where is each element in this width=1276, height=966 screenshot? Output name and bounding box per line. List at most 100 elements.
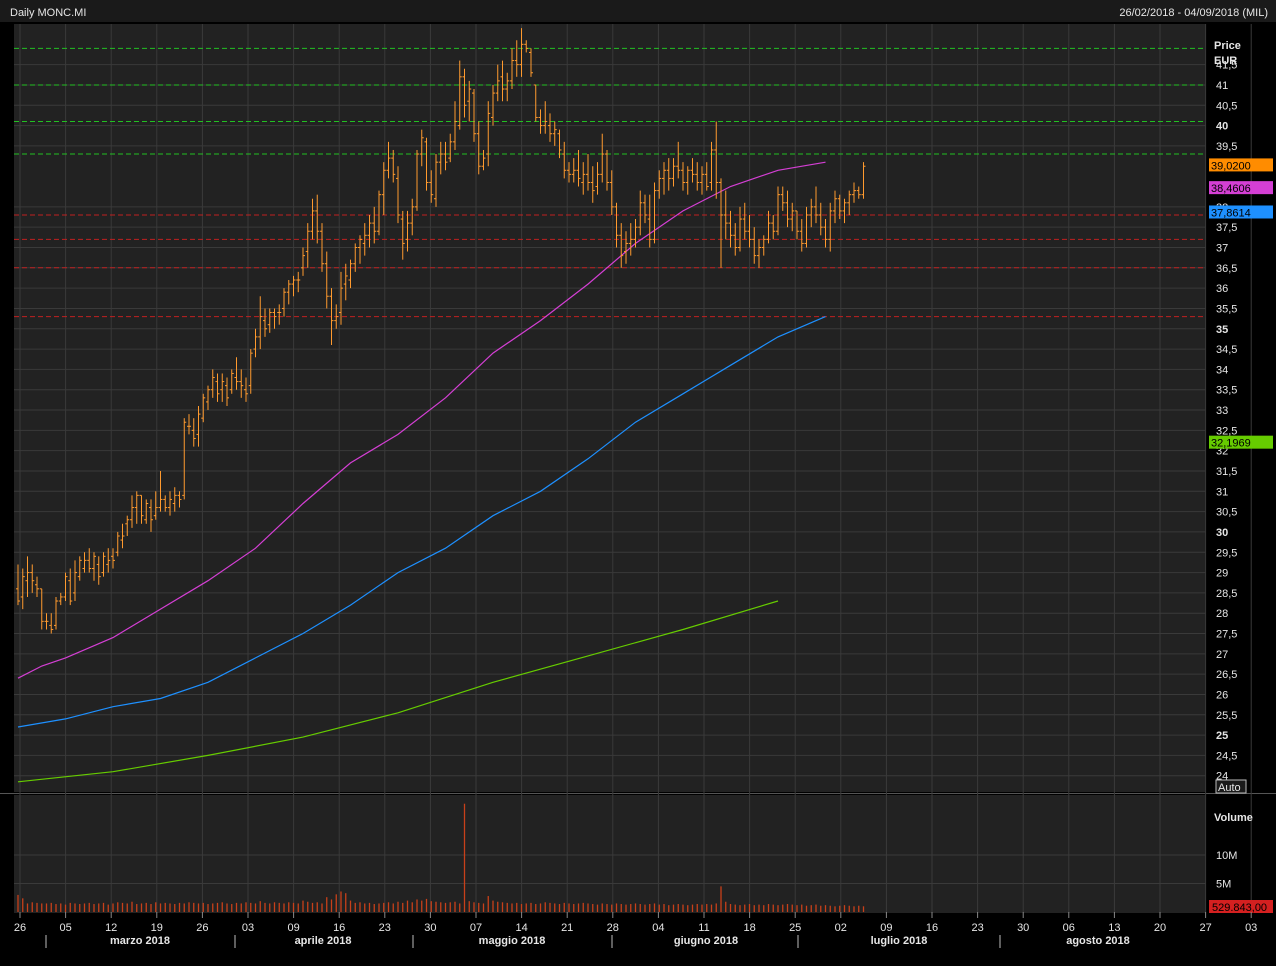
price-bar[interactable] (400, 210, 405, 260)
price-bar[interactable] (510, 48, 514, 90)
price-bar[interactable] (372, 206, 377, 244)
price-bar[interactable] (434, 154, 438, 207)
price-bar[interactable] (595, 162, 600, 195)
price-bar[interactable] (386, 141, 391, 179)
price-panel[interactable] (14, 24, 1206, 792)
price-bar[interactable] (600, 133, 605, 183)
price-bar[interactable] (253, 328, 258, 358)
price-bar[interactable] (481, 149, 486, 171)
price-bar[interactable] (115, 531, 120, 557)
price-bar[interactable] (315, 194, 320, 244)
price-bar[interactable] (571, 158, 576, 183)
price-bar[interactable] (358, 235, 362, 264)
price-bar[interactable] (785, 190, 790, 228)
price-bar[interactable] (538, 109, 543, 134)
price-bar[interactable] (419, 129, 424, 167)
price-bar[interactable] (206, 385, 210, 411)
price-bar[interactable] (495, 64, 500, 102)
price-bar[interactable] (310, 198, 315, 240)
price-bar[interactable] (234, 357, 239, 390)
price-bar[interactable] (73, 560, 77, 602)
price-bar[interactable] (833, 190, 837, 224)
price-bar[interactable] (529, 48, 533, 77)
price-bar[interactable] (738, 206, 742, 252)
price-bar[interactable] (723, 190, 728, 240)
price-bar[interactable] (163, 495, 168, 512)
price-bar[interactable] (605, 149, 609, 191)
price-bar[interactable] (201, 393, 206, 423)
price-bar[interactable] (391, 149, 396, 183)
price-bar[interactable] (776, 186, 780, 236)
price-bar[interactable] (795, 210, 799, 240)
price-bar[interactable] (557, 129, 562, 159)
price-bar[interactable] (728, 210, 733, 248)
price-bar[interactable] (324, 251, 329, 309)
price-bar[interactable] (63, 572, 68, 602)
price-bar[interactable] (429, 170, 434, 203)
ma-short-line[interactable] (17, 161, 826, 679)
price-bar[interactable] (657, 170, 662, 199)
price-bar[interactable] (638, 190, 643, 236)
price-bar[interactable] (628, 223, 633, 256)
price-bar[interactable] (533, 84, 538, 122)
price-bar[interactable] (747, 214, 752, 248)
price-bar[interactable] (647, 194, 652, 248)
price-bar[interactable] (671, 158, 676, 187)
price-bar[interactable] (225, 377, 229, 406)
price-bar[interactable] (381, 162, 386, 215)
price-bar[interactable] (329, 288, 334, 346)
price-bar[interactable] (847, 190, 852, 215)
price-bar[interactable] (244, 377, 248, 402)
price-bar[interactable] (182, 418, 187, 500)
price-bar[interactable] (861, 162, 866, 199)
price-bar[interactable] (305, 223, 310, 268)
price-bar[interactable] (172, 487, 177, 512)
price-bar[interactable] (799, 219, 804, 252)
price-bar[interactable] (438, 141, 443, 175)
price-bar[interactable] (111, 548, 115, 569)
price-bar[interactable] (804, 206, 809, 248)
price-bar[interactable] (291, 275, 296, 297)
price-bar[interactable] (229, 369, 234, 394)
price-bar[interactable] (248, 349, 253, 394)
price-bar[interactable] (92, 552, 96, 581)
price-bar[interactable] (457, 60, 462, 130)
price-bar[interactable] (704, 162, 709, 191)
price-bar[interactable] (77, 556, 82, 581)
price-bar[interactable] (576, 149, 581, 187)
price-bar[interactable] (652, 182, 657, 244)
price-bar[interactable] (562, 141, 567, 179)
price-bar[interactable] (581, 162, 586, 195)
price-bar[interactable] (348, 259, 353, 289)
price-bar[interactable] (491, 84, 495, 126)
price-bar[interactable] (472, 89, 476, 142)
price-bar[interactable] (766, 210, 771, 244)
price-bar[interactable] (158, 470, 163, 512)
price-bar[interactable] (58, 592, 63, 606)
price-bar[interactable] (643, 194, 647, 224)
price-bar[interactable] (500, 60, 505, 102)
price-bar[interactable] (405, 210, 410, 252)
price-bar[interactable] (823, 219, 828, 248)
price-bar[interactable] (362, 223, 367, 256)
price-bar[interactable] (624, 231, 628, 264)
price-bar[interactable] (82, 552, 87, 573)
price-bar[interactable] (134, 491, 139, 524)
price-bar[interactable] (267, 308, 272, 333)
price-bar[interactable] (87, 548, 92, 573)
price-bar[interactable] (35, 576, 39, 597)
price-bar[interactable] (856, 186, 861, 199)
price-bar[interactable] (752, 227, 757, 264)
price-bar[interactable] (415, 149, 419, 211)
price-bar[interactable] (39, 588, 44, 630)
price-bar[interactable] (453, 101, 457, 150)
price-bar[interactable] (125, 515, 130, 536)
price-bar[interactable] (49, 613, 54, 634)
price-bar[interactable] (220, 373, 225, 402)
price-bar[interactable] (852, 182, 856, 203)
price-bar[interactable] (700, 166, 704, 195)
price-bar[interactable] (177, 491, 182, 508)
price-bar[interactable] (210, 369, 215, 398)
ma-medium-line[interactable] (17, 316, 826, 728)
price-bar[interactable] (567, 162, 571, 183)
